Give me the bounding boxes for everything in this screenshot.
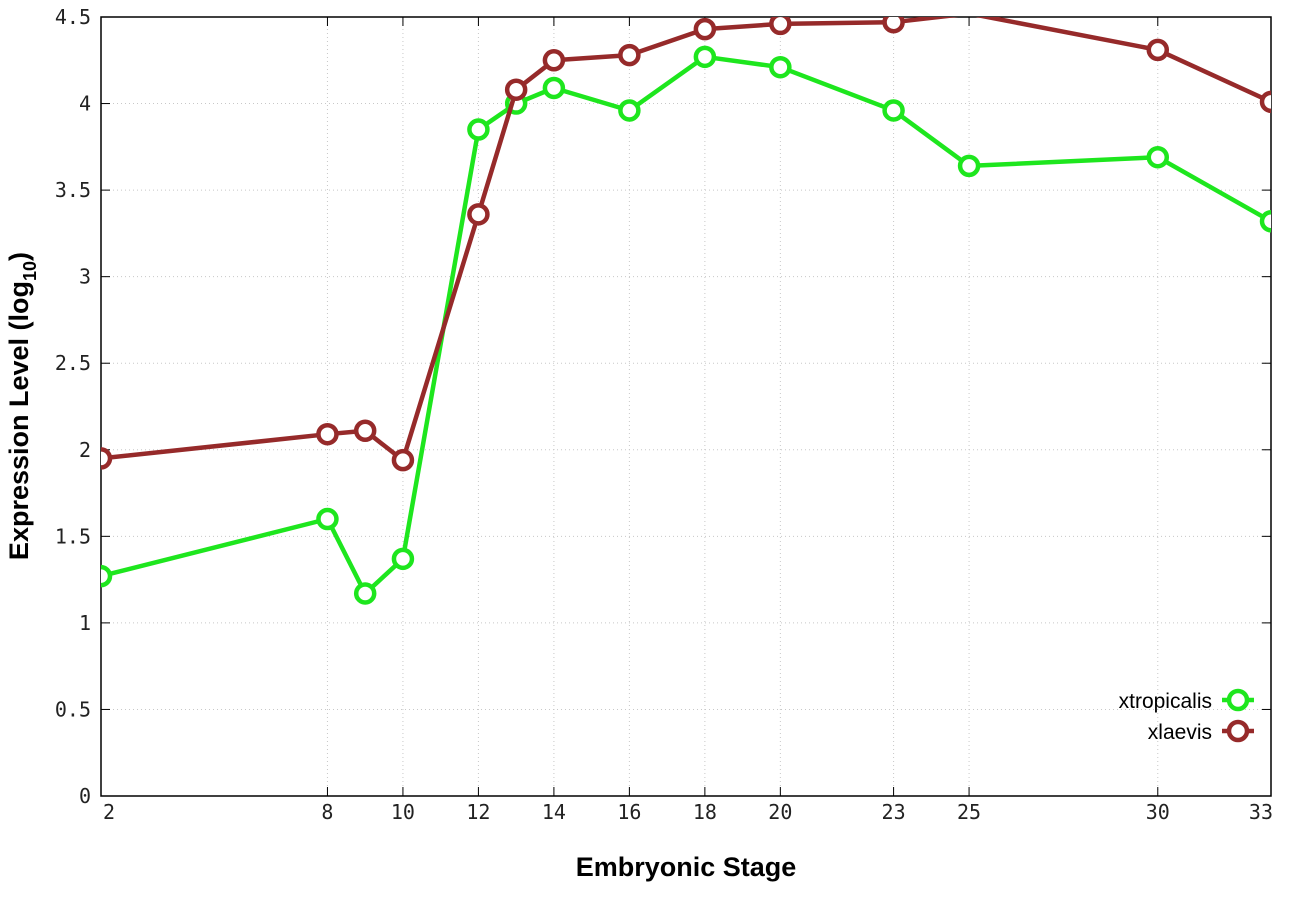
data-point-xlaevis	[353, 419, 377, 442]
legend-item-xtropicalis: xtropicalis	[1119, 688, 1254, 713]
x-tick-label: 18	[693, 800, 717, 824]
legend-marker-xlaevis	[1226, 719, 1250, 743]
legend-item-xlaevis: xlaevis	[1148, 719, 1254, 744]
y-axis-title-main: Expression Level (log	[4, 281, 34, 560]
data-point-xtropicalis	[957, 154, 981, 178]
x-tick-label: 20	[768, 800, 792, 824]
data-point-xlaevis	[1146, 38, 1170, 62]
x-tick-label: 8	[321, 800, 333, 824]
data-point-xtropicalis	[1259, 210, 1271, 233]
data-point-xlaevis	[769, 17, 792, 36]
data-point-xlaevis	[504, 78, 528, 101]
legend: xtropicalis xlaevis	[1119, 688, 1254, 744]
y-tick-label: 1.5	[55, 524, 91, 548]
x-tick-label: 12	[466, 800, 490, 824]
data-point-xlaevis	[391, 448, 415, 472]
data-point-xtropicalis	[882, 99, 905, 122]
data-point-xtropicalis	[693, 45, 717, 69]
data-point-xlaevis	[693, 17, 717, 41]
x-axis-title: Embryonic Stage	[576, 852, 797, 882]
data-point-xtropicalis	[353, 582, 377, 605]
x-tick-label: 2	[103, 800, 115, 824]
y-tick-label: 4.5	[55, 5, 91, 29]
x-tick-label: 16	[617, 800, 641, 824]
data-point-xlaevis	[882, 17, 905, 34]
y-tick-label: 3	[79, 265, 91, 289]
data-point-xlaevis	[316, 422, 339, 446]
grid-lines	[101, 17, 1271, 796]
y-tick-label: 3.5	[55, 178, 91, 202]
x-tick-label: 23	[882, 800, 906, 824]
y-tick-label: 0	[79, 784, 91, 808]
data-point-xlaevis	[542, 49, 566, 72]
y-axis-title: Expression Level (log10)	[4, 252, 40, 560]
x-tick-label: 10	[391, 800, 415, 824]
data-point-xtropicalis	[316, 507, 339, 531]
y-tick-label: 2.5	[55, 351, 91, 375]
data-point-xtropicalis	[618, 99, 641, 122]
x-tick-label: 33	[1249, 800, 1273, 824]
y-tick-label: 4	[79, 92, 91, 116]
data-point-xtropicalis	[467, 118, 490, 141]
y-axis-title-subscript: 10	[20, 261, 40, 281]
y-tick-label: 0.5	[55, 697, 91, 721]
x-tick-label: 14	[542, 800, 566, 824]
legend-marker-xtropicalis	[1226, 688, 1250, 712]
y-tick-label: 1	[79, 611, 91, 635]
data-series	[101, 17, 1271, 605]
data-point-xlaevis	[1259, 90, 1271, 114]
series-line-xtropicalis	[101, 54, 1271, 596]
data-point-xtropicalis	[1146, 145, 1170, 169]
legend-label-xtropicalis: xtropicalis	[1119, 690, 1212, 713]
data-point-xlaevis	[467, 203, 490, 226]
data-point-xlaevis	[618, 43, 641, 67]
data-point-xtropicalis	[101, 564, 113, 588]
legend-label-xlaevis: xlaevis	[1148, 721, 1212, 744]
x-tick-label: 30	[1146, 800, 1170, 824]
series-line-xlaevis	[101, 17, 1271, 463]
plot-area-frame	[100, 16, 1272, 797]
y-axis-title-close: )	[4, 252, 34, 261]
data-point-xtropicalis	[391, 547, 415, 571]
axis-ticks: 0 0.5 1 1.5 2 2.5 3 3.5 4 4.5 2 8 10 12 14 16 18 20 23 25 30…	[55, 5, 1273, 824]
data-point-xtropicalis	[769, 55, 792, 79]
data-point-xtropicalis	[542, 76, 566, 100]
x-tick-label: 25	[957, 800, 981, 824]
y-tick-label: 2	[79, 438, 91, 462]
data-point-xlaevis	[101, 447, 113, 470]
